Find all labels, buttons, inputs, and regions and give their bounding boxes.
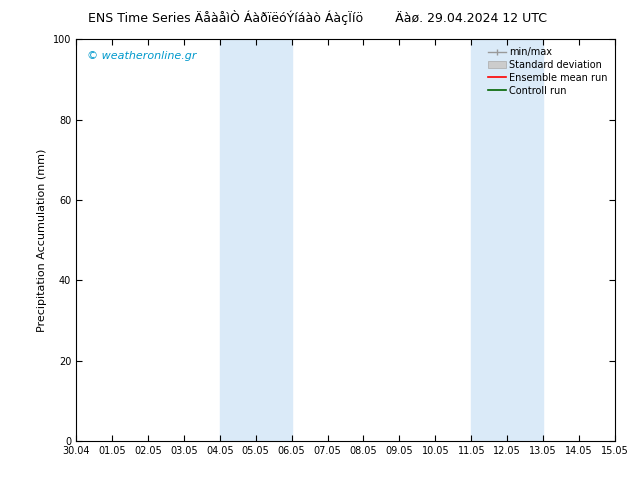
Text: ENS Time Series ÄåàåìÒ ÁàðïëóÝíáàò ÁàçÏíö        Äàø. 29.04.2024 12 UTC: ENS Time Series ÄåàåìÒ ÁàðïëóÝíáàò ÁàçÏí… (87, 10, 547, 25)
Bar (220, 39, 292, 441)
Y-axis label: Precipitation Accumulation (mm): Precipitation Accumulation (mm) (37, 148, 48, 332)
Legend: min/max, Standard deviation, Ensemble mean run, Controll run: min/max, Standard deviation, Ensemble me… (486, 44, 610, 98)
Text: © weatheronline.gr: © weatheronline.gr (87, 51, 197, 61)
Bar (471, 39, 543, 441)
